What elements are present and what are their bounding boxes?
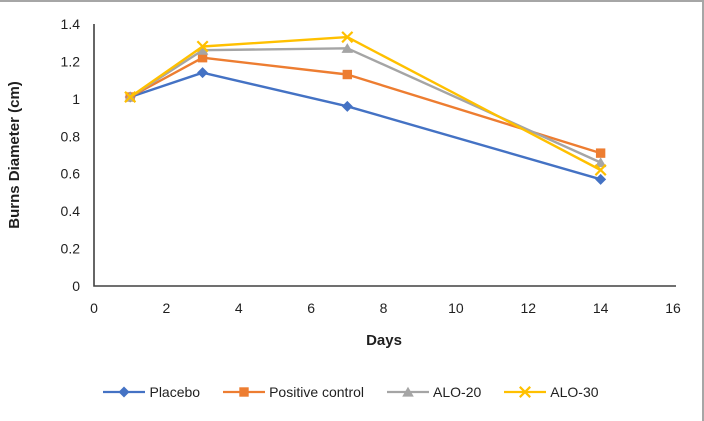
x-tick-label: 16 [665, 300, 681, 316]
x-tick-label: 6 [307, 300, 315, 316]
legend-marker-icon [103, 386, 146, 398]
x-tick-label: 10 [448, 300, 464, 316]
chart-legend: Placebo Positive control ALO-20 ALO-30 [0, 384, 702, 400]
marker-triangle [594, 157, 607, 168]
x-tick-label: 14 [593, 300, 609, 316]
legend-item-positive-control: Positive control [223, 384, 364, 400]
plot-svg: Burns Diameter (cm) Days 0 0.2 0.4 0.6 0.8 1 1… [6, 16, 681, 349]
marker-triangle [402, 386, 414, 397]
series-line-alo-30 [129, 35, 602, 172]
marker-x [594, 163, 607, 176]
x-tick-label: 0 [90, 300, 98, 316]
marker-x [519, 386, 532, 398]
legend-label: Placebo [149, 384, 201, 400]
marker-x [196, 40, 209, 53]
legend-marker-icon [223, 387, 266, 397]
marker-x [341, 31, 354, 44]
marker-diamond [197, 67, 209, 79]
marker-square [197, 52, 208, 63]
series-line-alo-20 [129, 47, 602, 164]
x-tick-label: 8 [380, 300, 388, 316]
marker-triangle [341, 43, 354, 53]
marker-square [239, 387, 249, 397]
marker-triangle [196, 45, 209, 55]
y-tick-label: 0 [72, 278, 80, 294]
series-line-positive-control [129, 56, 601, 155]
legend-item-alo-30: ALO-30 [504, 384, 599, 400]
y-tick-label: 0.6 [61, 166, 81, 182]
y-tick-label: 1.4 [61, 16, 81, 32]
legend-marker-icon [504, 386, 547, 398]
y-tick-label: 1 [72, 91, 80, 107]
marker-x [124, 91, 137, 103]
legend-item-alo-20: ALO-20 [387, 384, 481, 400]
marker-diamond [341, 100, 353, 112]
legend-item-placebo: Placebo [103, 384, 200, 400]
series-line-placebo [129, 71, 601, 181]
marker-diamond [118, 386, 130, 398]
plot-area: 0 0.2 0.4 0.6 0.8 1 1.2 1.4 0 2 4 6 8 10 12 14 16 [61, 16, 681, 316]
legend-label: ALO-20 [433, 384, 482, 400]
y-axis-title: Burns Diameter (cm) [6, 81, 23, 229]
y-tick-label: 0.2 [61, 241, 81, 257]
x-tick-label: 4 [235, 300, 243, 316]
x-axis-title: Days [366, 332, 402, 349]
marker-square [342, 69, 353, 80]
y-tick-label: 0.4 [61, 203, 81, 219]
marker-square [595, 148, 606, 158]
legend-label: ALO-30 [550, 384, 599, 400]
legend-label: Positive control [269, 384, 365, 400]
axis-lines [93, 24, 676, 287]
y-tick-label: 1.2 [61, 53, 81, 69]
x-tick-label: 2 [162, 300, 170, 316]
x-tick-label: 12 [520, 300, 536, 316]
marker-diamond [595, 173, 607, 185]
y-tick-label: 0.8 [61, 128, 81, 144]
legend-marker-icon [387, 386, 430, 397]
